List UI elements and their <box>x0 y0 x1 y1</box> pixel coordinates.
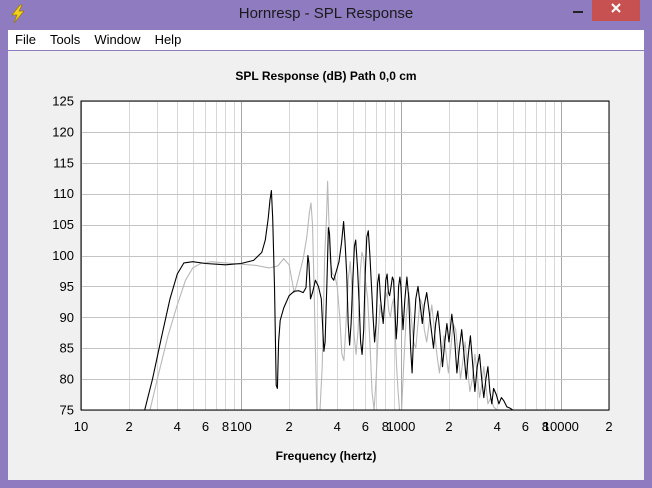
x-tick-label: 1000 <box>386 419 415 434</box>
y-tick-label: 125 <box>52 94 74 109</box>
y-tick-label: 120 <box>52 124 74 139</box>
x-tick-label: 2 <box>126 419 133 434</box>
x-tick-label: 4 <box>334 419 341 434</box>
x-tick-label: 4 <box>174 419 181 434</box>
window-title: Hornresp - SPL Response <box>238 5 414 22</box>
y-tick-label: 115 <box>53 155 74 170</box>
menu-bar: File Tools Window Help <box>8 30 644 50</box>
chart-title: SPL Response (dB) Path 0,0 cm <box>235 69 417 83</box>
x-tick-label: 10000 <box>543 419 579 434</box>
x-tick-label: 100 <box>230 419 252 434</box>
spl-series-line-grey <box>149 180 498 410</box>
chart-panel: SPL Response (dB) Path 0,0 cm 75 80 85 90 95… <box>8 51 644 480</box>
y-tick-label: 105 <box>52 217 74 232</box>
plot-border <box>80 100 610 411</box>
lightning-icon <box>8 4 28 24</box>
x-tick-label: 2 <box>445 419 452 434</box>
minimize-button[interactable] <box>560 0 596 21</box>
close-icon <box>609 1 623 20</box>
y-tick-label: 95 <box>60 279 74 294</box>
x-tick-label: 8 <box>542 419 549 434</box>
y-tick-label: 75 <box>60 403 74 418</box>
menu-help[interactable]: Help <box>154 32 182 47</box>
x-axis-label: Frequency (hertz) <box>275 449 377 463</box>
y-tick-label: 110 <box>53 186 74 201</box>
y-tick-label: 90 <box>60 310 74 325</box>
menu-window[interactable]: Window <box>94 32 141 47</box>
y-tick-label: 100 <box>52 248 74 263</box>
menu-file[interactable]: File <box>15 32 36 47</box>
y-axis-ticks: 75 80 85 90 95 100 105 110 115 120 125 <box>52 94 74 418</box>
x-tick-label: 2 <box>285 419 292 434</box>
series-layer <box>144 180 514 410</box>
minimize-icon <box>572 2 584 20</box>
plot-area <box>81 101 609 410</box>
close-button[interactable] <box>592 0 640 21</box>
x-tick-label: 6 <box>362 419 369 434</box>
x-tick-label: 4 <box>494 419 501 434</box>
y-tick-label: 80 <box>60 372 74 387</box>
title-bar[interactable]: Hornresp - SPL Response <box>0 0 652 30</box>
spl-series-line-black <box>144 190 514 410</box>
y-tick-label: 85 <box>60 341 74 356</box>
x-tick-label: 8 <box>382 419 389 434</box>
x-tick-label: 8 <box>222 419 229 434</box>
x-tick-label: 6 <box>202 419 209 434</box>
menu-tools[interactable]: Tools <box>49 32 81 47</box>
x-tick-label: 2 <box>605 419 612 434</box>
x-tick-label: 6 <box>522 419 529 434</box>
x-tick-label: 10 <box>74 419 88 434</box>
